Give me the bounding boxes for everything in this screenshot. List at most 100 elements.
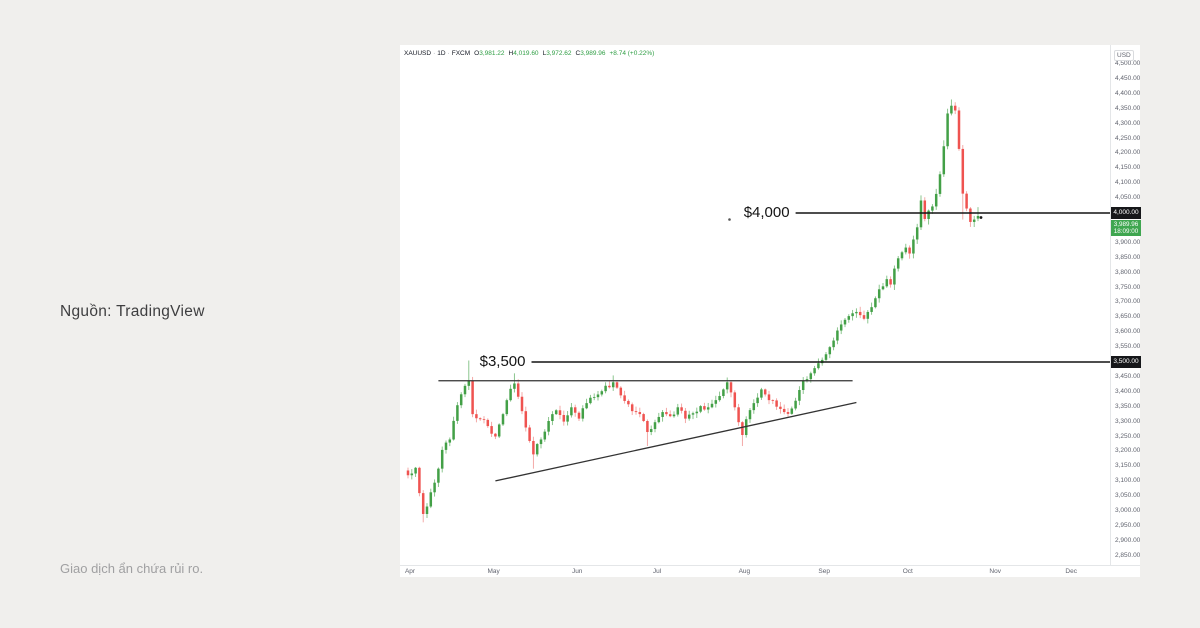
candlestick-chart[interactable] — [400, 45, 1110, 565]
candle-up — [501, 414, 505, 425]
candle-up — [592, 397, 596, 398]
candle-up — [718, 396, 721, 401]
candle-down — [562, 415, 566, 422]
candle-up — [874, 298, 877, 308]
interval: 1D — [437, 50, 446, 57]
price-tick: 4,150.00 — [1115, 164, 1141, 172]
separator: · — [447, 50, 450, 57]
ohlc-value: 4,019.60 — [513, 50, 539, 57]
candle-up — [551, 414, 554, 422]
candle-up — [714, 400, 718, 404]
candle-up — [801, 380, 805, 391]
price-tick: 4,050.00 — [1115, 194, 1141, 202]
price-tick: 3,850.00 — [1115, 253, 1141, 261]
candle-up — [813, 368, 816, 374]
candle-down — [615, 382, 619, 388]
candle-up — [539, 439, 543, 445]
time-axis[interactable]: Apr May Jun Jul Aug Sep Oct Nov Dec — [400, 565, 1140, 577]
candle-up — [900, 252, 904, 259]
last-price-value: 3,989.96 — [1113, 220, 1139, 228]
change-value: +8.74 (+0.22%) — [609, 50, 655, 57]
candle-down — [969, 208, 972, 222]
candle-down — [767, 394, 771, 401]
candle-down — [923, 200, 927, 219]
level-label-3500[interactable]: $3,500 — [479, 353, 526, 370]
price-tick: 3,700.00 — [1115, 298, 1141, 306]
month-label: Sep — [818, 568, 830, 575]
candle-up — [425, 506, 429, 514]
currency-label: USD — [1114, 50, 1134, 61]
candle-down — [577, 412, 581, 419]
price-tick: 4,200.00 — [1115, 149, 1141, 157]
candle-down — [558, 410, 562, 416]
candle-up — [794, 400, 797, 409]
price-tick: 2,900.00 — [1115, 536, 1141, 544]
candle-up — [535, 444, 539, 455]
candle-down — [524, 411, 528, 428]
month-label: Jul — [652, 568, 662, 575]
candle-down — [634, 411, 638, 413]
last-price-badge: 3,989.96 18:09:00 — [1111, 219, 1141, 236]
candle-up — [414, 467, 417, 474]
candle-down — [779, 406, 782, 409]
candle-down — [684, 410, 687, 419]
month-label: May — [487, 568, 500, 575]
candle-down — [786, 412, 790, 414]
candle-down — [771, 400, 775, 401]
candle-up — [437, 468, 440, 483]
candle-down — [418, 467, 421, 494]
price-tick: 4,250.00 — [1115, 134, 1141, 142]
risk-disclaimer: Giao dịch ẩn chứa rủi ro. — [60, 561, 204, 576]
candle-up — [722, 389, 725, 397]
candle-up — [748, 410, 752, 420]
candle-down — [475, 414, 478, 419]
price-tick: 3,650.00 — [1115, 313, 1141, 321]
candle-up — [866, 311, 870, 319]
candle-up — [649, 429, 653, 433]
candle-up — [725, 382, 729, 390]
candle-up — [855, 311, 858, 314]
candle-up — [687, 414, 691, 419]
candle-up — [760, 389, 763, 398]
candle-up — [919, 200, 923, 228]
candle-up — [839, 324, 843, 331]
price-tick: 4,500.00 — [1115, 60, 1141, 67]
triangle-support[interactable] — [495, 401, 857, 482]
candle-down — [889, 279, 892, 285]
candle-up — [672, 414, 676, 417]
candle-down — [733, 392, 737, 408]
price-tick: 4,400.00 — [1115, 89, 1141, 97]
price-tick: 2,950.00 — [1115, 521, 1141, 529]
candle-down — [953, 105, 957, 111]
candle-down — [961, 148, 965, 194]
ohlc-key: L — [542, 50, 547, 57]
price-tick: 3,300.00 — [1115, 417, 1141, 425]
candle-up — [931, 206, 934, 211]
candle-up — [691, 413, 695, 415]
level-badge-3500: 3,500.00 — [1111, 356, 1141, 368]
candle-up — [547, 421, 550, 432]
candle-up — [657, 416, 661, 423]
candle-down — [630, 404, 634, 412]
price-tick: 3,000.00 — [1115, 507, 1141, 514]
candle-down — [494, 433, 497, 437]
level-badge-4000: 4,000.00 — [1111, 207, 1141, 219]
candle-up — [600, 391, 604, 395]
candle-up — [429, 492, 433, 507]
separator: · — [433, 50, 436, 57]
candlestick-series — [406, 99, 980, 523]
candle-down — [619, 387, 623, 396]
candle-down — [668, 414, 672, 417]
ohlc-legend[interactable]: XAUUSD · 1D · FXCM O3,981.22 H4,019.60 L3,972.6… — [404, 50, 654, 57]
candle-up — [938, 174, 942, 194]
price-tick: 3,600.00 — [1115, 328, 1141, 336]
candle-down — [623, 395, 626, 401]
candle-down — [421, 493, 425, 514]
candle-up — [585, 403, 588, 409]
month-label: Jun — [571, 568, 583, 575]
price-axis[interactable]: 4,500.00 4,450.00 4,400.00 4,350.00 4,300.00… — [1110, 45, 1141, 565]
candle-up — [847, 316, 851, 320]
candle-down — [782, 408, 786, 413]
level-label-4000[interactable]: $4,000 — [743, 204, 790, 221]
candle-down — [516, 383, 520, 397]
